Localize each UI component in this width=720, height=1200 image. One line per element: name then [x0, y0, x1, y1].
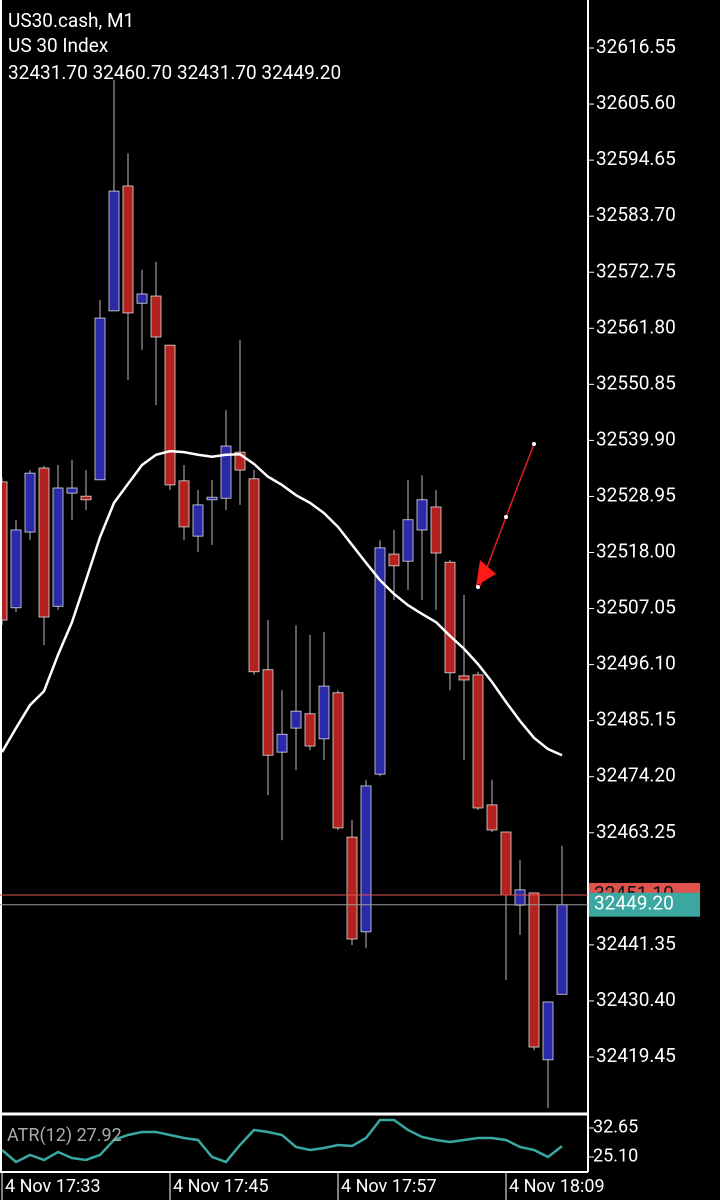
x-tick-label: 4 Nov 17:57 — [341, 1176, 437, 1197]
candle-body-up — [556, 904, 568, 995]
trendline-annotation — [476, 442, 536, 589]
candle-body-down — [178, 480, 190, 528]
y-tick-label: 32441.35 — [596, 932, 676, 955]
y-tick-label: 32474.20 — [596, 764, 676, 787]
candle-body-down — [150, 295, 162, 338]
candle-body-up — [290, 710, 302, 729]
moving-average-line — [0, 449, 563, 757]
candle-body-up — [136, 293, 148, 304]
candle-body-down — [388, 553, 400, 567]
candle-body-up — [542, 1001, 554, 1061]
y-tick-label: 32419.45 — [596, 1044, 676, 1067]
candle-body-up — [514, 889, 526, 906]
candle-body-down — [164, 344, 176, 486]
candle-body-down — [80, 495, 92, 501]
candle-body-down — [304, 713, 316, 747]
candle-body-down — [248, 478, 260, 673]
candle-body-down — [332, 692, 344, 829]
candle-body-up — [318, 685, 330, 740]
arrowhead — [476, 560, 496, 586]
candle-body-up — [94, 317, 106, 481]
y-tick-label: 25.10 — [593, 1146, 638, 1167]
anchor-point — [476, 585, 480, 589]
candle-body-up — [24, 472, 36, 533]
candle-body-down — [472, 674, 484, 809]
candle-body-down — [234, 451, 246, 471]
y-tick-label: 32.65 — [593, 1117, 638, 1138]
symbol-description: US 30 Index — [8, 34, 109, 57]
y-tick-label: 32616.55 — [596, 35, 676, 58]
candle-body-up — [108, 190, 120, 312]
y-tick-label: 32572.75 — [596, 259, 676, 282]
candle-body-up — [66, 487, 78, 494]
frame — [0, 0, 589, 1173]
plot-area — [0, 80, 568, 1164]
candle-body-up — [360, 785, 372, 933]
candle-body-down — [528, 892, 540, 1048]
bid-price-label: 32449.20 — [594, 892, 674, 915]
y-tick-label: 32561.80 — [596, 315, 676, 338]
candle-body-down — [430, 506, 442, 554]
candle-body-up — [374, 547, 386, 775]
candle-body-down — [122, 185, 134, 314]
indicator-title: ATR(12) 27.92 — [7, 1125, 122, 1146]
y-tick-label: 32463.25 — [596, 820, 676, 843]
candle-body-up — [10, 529, 22, 609]
candle-body-down — [346, 836, 358, 940]
candle-body-down — [262, 669, 274, 756]
x-tick-label: 4 Nov 17:45 — [173, 1176, 269, 1197]
candle-body-down — [458, 675, 470, 681]
candle-body-up — [416, 499, 428, 531]
x-tick-label: 4 Nov 17:33 — [5, 1176, 101, 1197]
y-tick-label: 32496.10 — [596, 652, 676, 675]
candle-body-down — [500, 831, 512, 896]
y-tick-label: 32430.40 — [596, 988, 676, 1011]
y-tick-label: 32539.90 — [596, 427, 676, 450]
anchor-point — [504, 515, 508, 519]
candle-body-up — [206, 496, 218, 501]
y-tick-label: 32583.70 — [596, 203, 676, 226]
y-tick-label: 32605.60 — [596, 91, 676, 114]
y-tick-label: 32550.85 — [596, 371, 676, 394]
candle-body-down — [486, 804, 498, 831]
y-tick-label: 32507.05 — [596, 596, 676, 619]
y-tick-label: 32485.15 — [596, 708, 676, 731]
y-tick-label: 32528.95 — [596, 483, 676, 506]
anchor-point — [532, 442, 536, 446]
symbol-title: US30.cash, M1 — [8, 9, 134, 32]
candle-body-up — [402, 519, 414, 562]
indicator-line — [1, 1118, 563, 1164]
candle-body-up — [220, 445, 232, 499]
y-tick-label: 32518.00 — [596, 540, 676, 563]
candle-body-up — [52, 487, 64, 607]
y-tick-label: 32594.65 — [596, 147, 676, 170]
candle-body-up — [276, 733, 288, 753]
candle-body-up — [192, 504, 204, 537]
ohlc-readout: 32431.70 32460.70 32431.70 32449.20 — [8, 61, 341, 84]
candle-body-down — [38, 467, 50, 618]
x-tick-label: 4 Nov 18:09 — [509, 1176, 605, 1197]
bid-price-label-box — [589, 892, 700, 917]
candle-body-down — [444, 561, 456, 674]
